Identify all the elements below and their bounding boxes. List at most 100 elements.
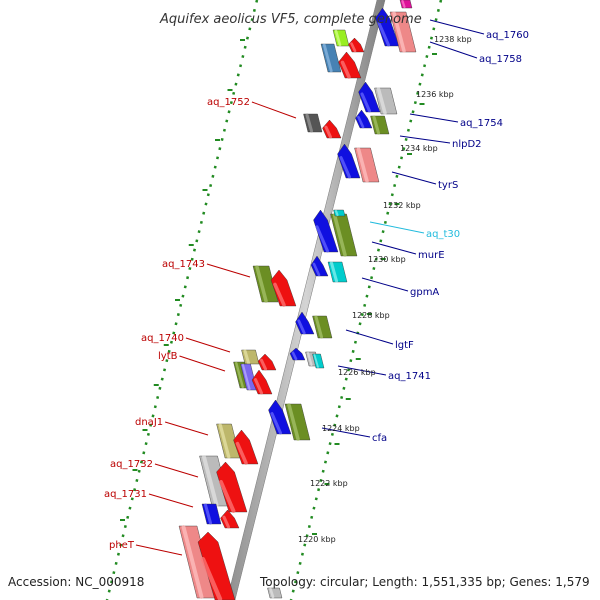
leader-cfa (321, 427, 371, 438)
gene-feature-cyan (312, 353, 325, 369)
gene-label-aq_t30: aq_t30 (426, 229, 460, 240)
gene-highlight (181, 525, 204, 599)
gene-highlight (219, 480, 236, 513)
dots-left (105, 0, 259, 600)
gene-body (322, 119, 342, 139)
gene-feature-steel (320, 43, 342, 73)
leader-lgtF (345, 329, 394, 345)
gene-highlight (269, 587, 275, 599)
gene-highlight (339, 156, 352, 179)
tick-label: 1222 kbp (310, 479, 348, 488)
leader-gpmA (361, 277, 409, 292)
leader-pheT (135, 544, 183, 556)
gene-feature-red (251, 369, 273, 395)
leader-aq_1732 (154, 463, 199, 478)
gene-label-aq_1732: aq_1732 (110, 459, 153, 470)
gene-feature-khaki (241, 349, 260, 365)
gene-highlight (377, 21, 391, 47)
gene-body (310, 255, 329, 277)
gene-body (270, 269, 297, 307)
gene-label-aq_1760: aq_1760 (486, 30, 529, 41)
gene-highlight (202, 455, 219, 507)
gene-highlight (334, 29, 342, 47)
gene-feature-gray (267, 587, 283, 599)
gene-highlight (273, 282, 286, 307)
gene-highlight (241, 363, 251, 391)
gene-body (251, 369, 273, 395)
tick-label: 1236 kbp (416, 90, 454, 99)
gene-highlight (306, 351, 313, 367)
gene-feature-red (322, 119, 342, 139)
gene-feature-red (216, 461, 248, 513)
gene-highlight (372, 115, 381, 135)
dots-right (289, 0, 443, 600)
gene-highlight (297, 319, 306, 335)
gene-feature-red (233, 429, 259, 465)
tick-label: 1230 kbp (368, 255, 406, 264)
gene-highlight (329, 261, 339, 283)
gene-highlight (287, 403, 300, 441)
leader-aq_1760 (429, 19, 485, 35)
leader-aq_1743 (206, 263, 251, 278)
gene-feature-olive (312, 315, 333, 339)
gene-highlight (332, 213, 347, 257)
leader-aq_1754 (409, 113, 459, 123)
gene-feature-red (257, 353, 277, 371)
gene-highlight (291, 351, 298, 361)
gene-highlight (350, 42, 357, 53)
label-leaders (135, 19, 485, 556)
gene-feature-red (220, 509, 240, 529)
gene-label-aq_1741: aq_1741 (388, 371, 431, 382)
gene-label-nlpD2: nlpD2 (452, 139, 482, 150)
gene-labels: aq_1760 aq_1758 aq_1754 nlpD2 tyrS aq_t30 murE… (104, 30, 529, 551)
gene-feature-blue (310, 255, 329, 277)
gene-highlight (392, 11, 406, 53)
gene-highlight (360, 92, 372, 113)
gene-label-aq_1740: aq_1740 (141, 333, 184, 344)
gene-label-aq_1743: aq_1743 (162, 259, 205, 270)
map-title: Aquifex aeolicus VF5, complete genome (159, 12, 422, 27)
gene-body (216, 461, 248, 513)
gene-highlight (270, 412, 283, 435)
gene-feature-darkgray (303, 113, 323, 133)
gene-body (313, 209, 339, 253)
gene-highlight (253, 378, 264, 395)
gene-feature-blue (268, 399, 292, 435)
leader-lytB (179, 355, 226, 372)
gene-body (197, 531, 236, 600)
gene-feature-blue (337, 143, 361, 179)
gene-feature-olive (370, 115, 390, 135)
gene-body (355, 109, 373, 129)
leader-aq_1741 (337, 365, 387, 376)
tick-label: 1226 kbp (338, 368, 376, 377)
gene-feature-pink (389, 11, 417, 53)
leader-aq_t30 (369, 221, 425, 234)
tick-label: 1238 kbp (434, 35, 472, 44)
gene-highlight (200, 557, 223, 600)
gene-highlight (218, 423, 231, 459)
gene-body (375, 7, 400, 47)
gene-highlight (255, 265, 268, 303)
gene-highlight (340, 60, 351, 79)
gene-body (337, 143, 361, 179)
gene-feature-cyan (333, 209, 346, 217)
leader-aq_1758 (429, 41, 478, 59)
gene-feature-blue (295, 311, 315, 335)
gene-feature-blue (375, 7, 400, 47)
gene-feature-blue (358, 81, 381, 113)
leader-tyrS (391, 171, 437, 185)
gene-label-tyrS: tyrS (438, 180, 458, 191)
gene-label-lgtF: lgtF (395, 340, 414, 351)
track-guides (105, 0, 443, 600)
leader-aq_1740 (185, 337, 231, 353)
gene-body (268, 399, 292, 435)
leader-murE (371, 241, 417, 255)
gene-highlight (401, 0, 406, 9)
gene-feature-blue (201, 503, 222, 525)
gene-label-lytB: lytB (158, 351, 178, 362)
gene-feature-magenta (399, 0, 413, 9)
gene-highlight (203, 503, 213, 525)
gene-label-murE: murE (418, 250, 445, 261)
gene-feature-olive (252, 265, 279, 303)
